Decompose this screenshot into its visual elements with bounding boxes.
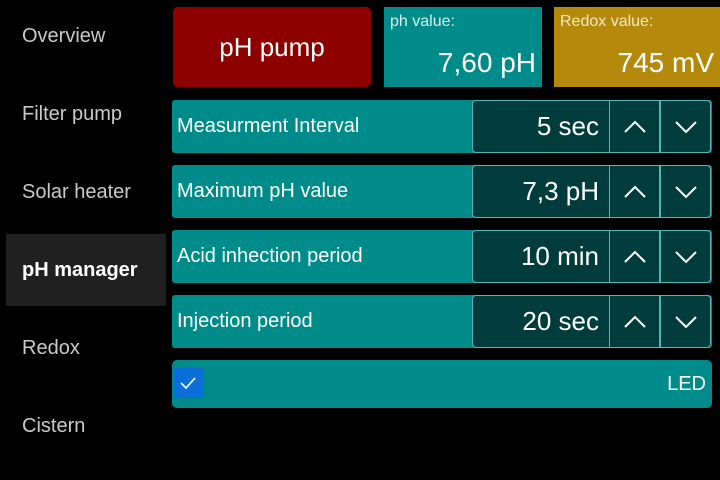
setting-row-injection-period: Injection period 20 sec [172, 295, 712, 348]
redox-value-reading: 745 mV [617, 47, 715, 78]
led-checkbox[interactable] [173, 368, 203, 398]
maximum-ph-value[interactable]: 7,3 pH [472, 165, 610, 218]
sidebar-item-solar-heater[interactable]: Solar heater [22, 180, 131, 203]
sidebar-item-ph-manager[interactable]: pH manager [6, 234, 166, 306]
chevron-down-icon [674, 250, 697, 263]
led-label: LED [667, 373, 706, 395]
measurement-interval-value[interactable]: 5 sec [472, 100, 610, 153]
setting-row-acid-injection-period: Acid inhection period 10 min [172, 230, 712, 283]
chevron-up-icon [623, 120, 646, 133]
sidebar-nav: Overview Filter pump Solar heater pH man… [0, 0, 168, 480]
check-icon [180, 377, 196, 389]
redox-value-label: Redox value: [560, 13, 654, 30]
chevron-up-icon [623, 315, 646, 328]
chevron-down-icon [674, 315, 697, 328]
increment-button[interactable] [609, 100, 660, 153]
sidebar-item-filter-pump[interactable]: Filter pump [22, 102, 123, 125]
sidebar-item-redox[interactable]: Redox [22, 336, 80, 359]
sidebar-item-cistern[interactable]: Cistern [22, 414, 86, 437]
setting-label: Injection period [177, 310, 313, 332]
decrement-button[interactable] [660, 100, 711, 153]
ph-pump-button[interactable]: pH pump [173, 7, 371, 87]
led-toggle-row[interactable]: LED [172, 360, 712, 408]
acid-injection-period-value[interactable]: 10 min [472, 230, 610, 283]
setting-label: Maximum pH value [177, 180, 349, 202]
chevron-down-icon [674, 185, 697, 198]
decrement-button[interactable] [660, 165, 711, 218]
redox-value-tile: Redox value: 745 mV [554, 7, 720, 87]
setting-label: Measurment Interval [177, 115, 360, 137]
decrement-button[interactable] [660, 295, 711, 348]
chevron-up-icon [623, 250, 646, 263]
increment-button[interactable] [609, 165, 660, 218]
ph-value-label: ph value: [390, 13, 455, 30]
setting-row-maximum-ph: Maximum pH value 7,3 pH [172, 165, 712, 218]
sidebar-item-overview[interactable]: Overview [22, 24, 106, 47]
increment-button[interactable] [609, 295, 660, 348]
injection-period-value[interactable]: 20 sec [472, 295, 610, 348]
chevron-down-icon [674, 120, 697, 133]
increment-button[interactable] [609, 230, 660, 283]
ph-value-reading: 7,60 pH [437, 47, 536, 78]
setting-row-measurement-interval: Measurment Interval 5 sec [172, 100, 712, 153]
setting-label: Acid inhection period [177, 245, 363, 267]
ph-value-tile: ph value: 7,60 pH [384, 7, 542, 87]
decrement-button[interactable] [660, 230, 711, 283]
chevron-up-icon [623, 185, 646, 198]
